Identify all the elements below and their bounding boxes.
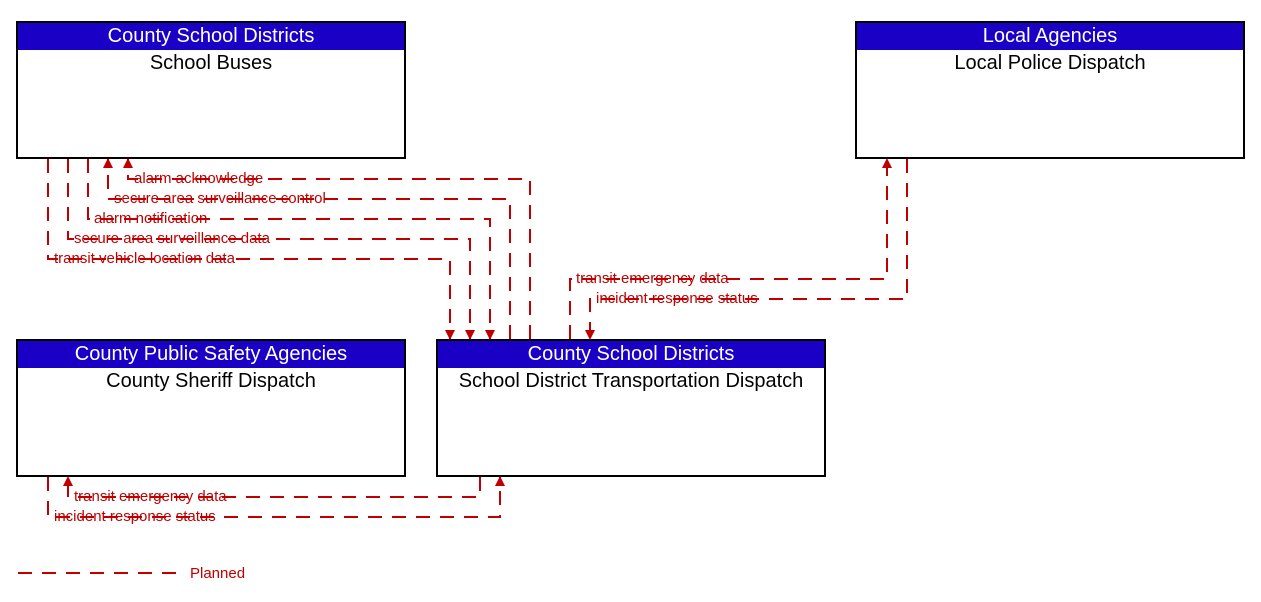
edge-label: incident response status (596, 290, 758, 307)
node-header: County School Districts (18, 23, 404, 50)
node-header: County School Districts (438, 341, 824, 368)
legend-label: Planned (190, 565, 245, 582)
node-body: Local Police Dispatch (857, 50, 1243, 77)
edge-label: transit emergency data (576, 270, 729, 287)
edge-path (570, 159, 887, 339)
node-county-sheriff-dispatch: County Public Safety Agencies County She… (16, 339, 406, 477)
edge-label: secure area surveillance control (114, 190, 326, 207)
edge-path (590, 159, 907, 339)
node-body: County Sheriff Dispatch (18, 368, 404, 395)
node-body: School Buses (18, 50, 404, 77)
node-header: Local Agencies (857, 23, 1243, 50)
node-transportation-dispatch: County School Districts School District … (436, 339, 826, 477)
node-header: County Public Safety Agencies (18, 341, 404, 368)
node-school-buses: County School Districts School Buses (16, 21, 406, 159)
edge-path (68, 159, 470, 339)
edge-label: secure area surveillance data (74, 230, 270, 247)
edge-label: alarm acknowledge (134, 170, 263, 187)
edge-label: incident response status (54, 508, 216, 525)
edge-label: transit emergency data (74, 488, 227, 505)
node-local-police-dispatch: Local Agencies Local Police Dispatch (855, 21, 1245, 159)
edge-label: alarm notification (94, 210, 207, 227)
node-body: School District Transportation Dispatch (438, 368, 824, 395)
edge-label: transit vehicle location data (54, 250, 235, 267)
